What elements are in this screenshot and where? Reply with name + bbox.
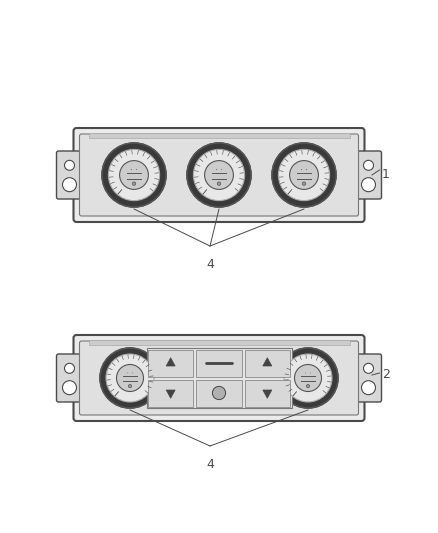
FancyBboxPatch shape (356, 354, 381, 402)
Circle shape (212, 386, 226, 400)
Text: 2: 2 (382, 368, 390, 382)
Bar (148, 379, 193, 407)
Circle shape (64, 160, 74, 171)
Circle shape (217, 182, 221, 185)
Bar (196, 379, 242, 407)
Polygon shape (263, 358, 272, 366)
Circle shape (279, 149, 330, 200)
FancyBboxPatch shape (74, 128, 364, 222)
Circle shape (278, 348, 338, 408)
Circle shape (361, 381, 375, 394)
Circle shape (120, 160, 148, 189)
Polygon shape (166, 390, 175, 398)
Bar (245, 350, 290, 376)
FancyBboxPatch shape (80, 341, 358, 415)
Circle shape (128, 384, 132, 387)
Circle shape (284, 354, 332, 402)
Circle shape (108, 149, 159, 200)
FancyBboxPatch shape (356, 151, 381, 199)
Circle shape (100, 348, 160, 408)
Text: 4: 4 (206, 258, 214, 271)
Circle shape (272, 143, 336, 207)
Circle shape (302, 182, 306, 185)
FancyBboxPatch shape (80, 134, 358, 216)
Polygon shape (263, 390, 272, 398)
Bar (196, 350, 242, 376)
FancyBboxPatch shape (57, 354, 82, 402)
Circle shape (102, 143, 166, 207)
Circle shape (194, 149, 244, 200)
Circle shape (294, 365, 321, 392)
Circle shape (364, 160, 374, 171)
Circle shape (63, 177, 77, 192)
Bar (148, 350, 193, 376)
Bar (88, 340, 350, 345)
Circle shape (187, 143, 251, 207)
Circle shape (117, 365, 144, 392)
Polygon shape (166, 358, 175, 366)
Text: 1: 1 (382, 168, 390, 182)
Bar (88, 133, 350, 138)
Circle shape (364, 364, 374, 373)
Bar (146, 348, 292, 408)
Circle shape (63, 381, 77, 394)
Circle shape (361, 177, 375, 192)
FancyBboxPatch shape (74, 335, 364, 421)
Circle shape (132, 182, 136, 185)
Circle shape (306, 384, 310, 387)
Circle shape (187, 143, 251, 207)
Circle shape (102, 143, 166, 207)
Text: 4: 4 (206, 458, 214, 471)
Bar (245, 379, 290, 407)
FancyBboxPatch shape (57, 151, 82, 199)
Circle shape (278, 348, 338, 408)
Circle shape (205, 160, 233, 189)
Circle shape (290, 160, 318, 189)
Circle shape (100, 348, 160, 408)
Circle shape (106, 354, 154, 402)
Circle shape (272, 143, 336, 207)
Circle shape (64, 364, 74, 373)
